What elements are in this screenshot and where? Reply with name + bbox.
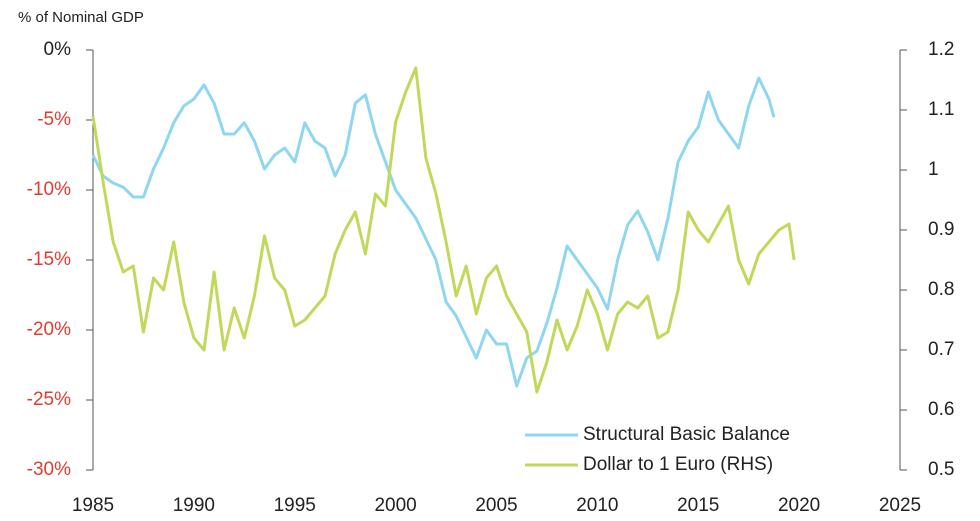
y2-tick-label: 0.7 bbox=[928, 339, 954, 360]
y2-tick-label: 1.2 bbox=[928, 39, 954, 60]
x-tick-label: 2025 bbox=[879, 495, 921, 516]
y-tick-label: -20% bbox=[27, 319, 71, 340]
y-tick-label: 0% bbox=[44, 39, 72, 60]
x-tick-label: 2010 bbox=[576, 495, 618, 516]
x-tick-label: 1990 bbox=[173, 495, 215, 516]
legend-label: Dollar to 1 Euro (RHS) bbox=[583, 454, 773, 475]
y-tick-label: -10% bbox=[27, 179, 71, 200]
y-tick-label: -25% bbox=[27, 389, 71, 410]
x-tick-label: 2015 bbox=[677, 495, 719, 516]
x-tick-label: 2020 bbox=[778, 495, 820, 516]
y2-tick-label: 0.5 bbox=[928, 459, 954, 480]
y-axis-label: % of Nominal GDP bbox=[18, 9, 144, 26]
y2-tick-label: 0.9 bbox=[928, 219, 954, 240]
x-tick-label: 1995 bbox=[274, 495, 316, 516]
x-tick-label: 2000 bbox=[374, 495, 416, 516]
y2-tick-label: 0.8 bbox=[928, 279, 954, 300]
series-line bbox=[91, 66, 796, 394]
y-tick-label: -15% bbox=[27, 249, 71, 270]
y2-tick-label: 1.1 bbox=[928, 99, 954, 120]
y2-tick-label: 0.6 bbox=[928, 399, 954, 420]
y2-tick-label: 1 bbox=[928, 159, 939, 180]
legend-label: Structural Basic Balance bbox=[583, 424, 790, 445]
series-line bbox=[91, 76, 776, 388]
x-tick-label: 2005 bbox=[475, 495, 517, 516]
y-tick-label: -5% bbox=[37, 109, 71, 130]
y-tick-label: -30% bbox=[27, 459, 71, 480]
x-tick-label: 1985 bbox=[72, 495, 114, 516]
